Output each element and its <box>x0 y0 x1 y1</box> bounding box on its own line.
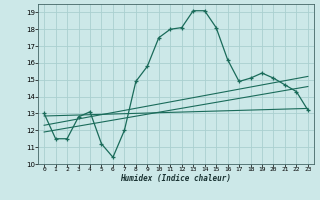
X-axis label: Humidex (Indice chaleur): Humidex (Indice chaleur) <box>121 174 231 183</box>
